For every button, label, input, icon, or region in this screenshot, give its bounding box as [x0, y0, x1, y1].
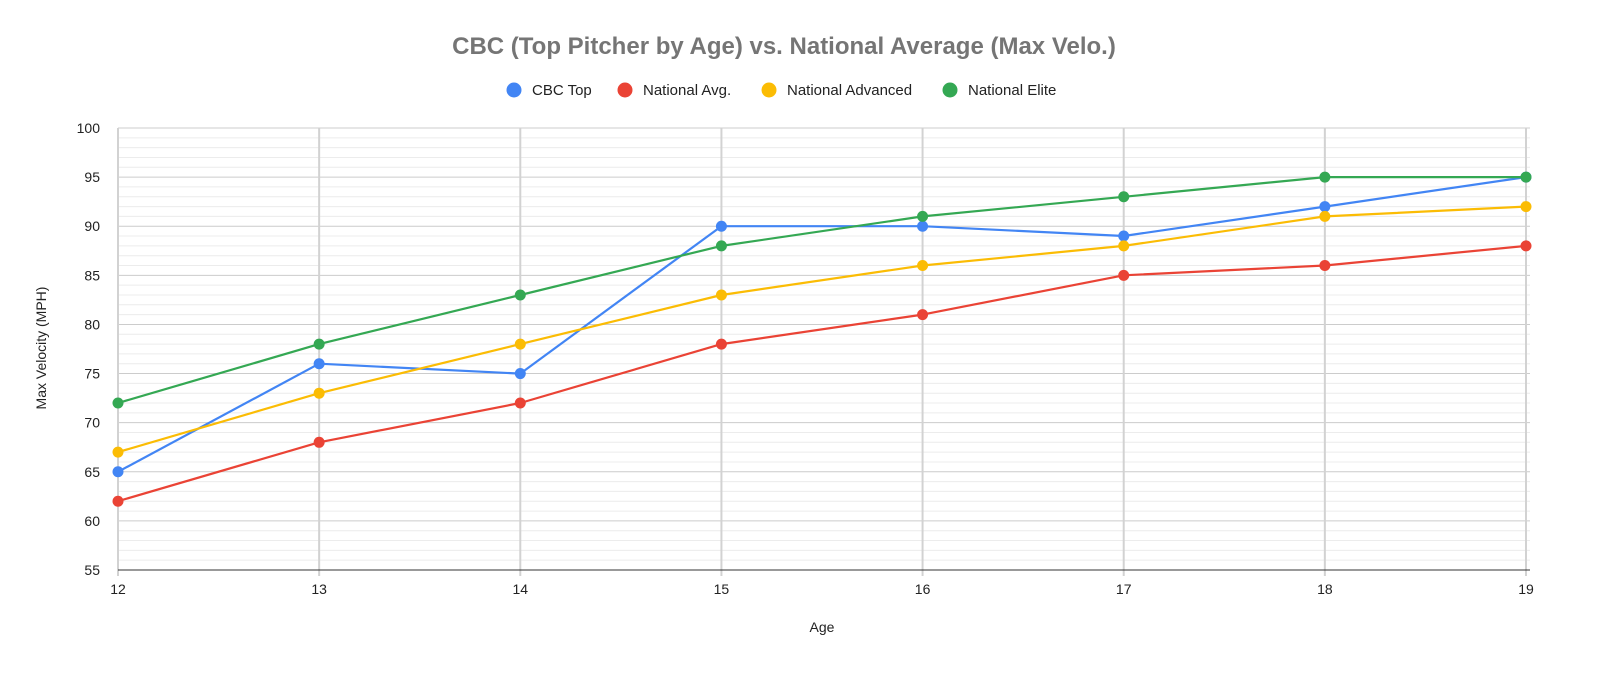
legend-marker	[617, 82, 633, 98]
y-tick-label: 80	[84, 316, 100, 332]
series-line-cbc-top	[117, 176, 1527, 473]
legend-label: CBC Top	[532, 82, 592, 99]
legend-label: National Avg.	[643, 82, 731, 99]
data-point-cbc-top	[1319, 201, 1331, 213]
series-line-national-advanced	[117, 205, 1527, 454]
data-point-national-elite	[313, 338, 325, 350]
major-gridlines	[118, 127, 1530, 522]
data-point-national-advanced	[1520, 201, 1532, 213]
data-point-national-avg	[1319, 260, 1331, 272]
legend-item-national-avg[interactable]: National Avg.	[617, 82, 732, 99]
data-point-national-avg	[715, 338, 727, 350]
data-point-cbc-top	[112, 466, 124, 478]
data-point-national-avg	[112, 495, 124, 507]
chart-title: CBC (Top Pitcher by Age) vs. National Av…	[452, 33, 1116, 60]
y-tick-label: 85	[84, 267, 100, 283]
data-point-cbc-top	[715, 220, 727, 232]
data-point-national-advanced	[313, 387, 325, 399]
data-point-national-avg	[514, 397, 526, 409]
data-point-national-advanced	[112, 446, 124, 458]
data-point-national-advanced	[1118, 240, 1130, 252]
y-axis-title: Max Velocity (MPH)	[33, 287, 49, 410]
x-tick-label: 15	[714, 581, 730, 597]
vertical-gridlines	[117, 128, 1527, 576]
x-axis-title: Age	[810, 619, 835, 635]
data-point-cbc-top	[313, 358, 325, 370]
minor-gridlines	[118, 137, 1530, 561]
x-tick-label: 18	[1317, 581, 1333, 597]
legend-item-national-elite[interactable]: National Elite	[942, 82, 1057, 99]
legend-marker	[761, 82, 777, 98]
data-point-national-elite	[715, 240, 727, 252]
legend-label: National Elite	[968, 82, 1056, 99]
legend-marker	[942, 82, 958, 98]
x-tick-label: 17	[1116, 581, 1132, 597]
data-point-national-elite	[112, 397, 124, 409]
data-point-cbc-top	[917, 220, 929, 232]
data-point-national-avg	[313, 436, 325, 448]
data-point-national-elite	[1520, 171, 1532, 183]
series-line-national-avg	[117, 244, 1527, 503]
y-tick-label: 75	[84, 366, 100, 382]
data-point-national-elite	[917, 210, 929, 222]
series-lines	[117, 176, 1527, 503]
legend-label: National Advanced	[787, 82, 912, 99]
y-tick-label: 70	[84, 415, 100, 431]
data-point-national-advanced	[514, 338, 526, 350]
x-tick-label: 14	[512, 581, 528, 597]
legend-item-cbc-top[interactable]: CBC Top	[506, 82, 592, 99]
x-tick-label: 19	[1518, 581, 1534, 597]
y-tick-label: 55	[84, 562, 100, 578]
y-tick-label: 60	[84, 513, 100, 529]
legend-marker	[506, 82, 522, 98]
data-point-cbc-top	[1118, 230, 1130, 242]
data-point-national-avg	[1520, 240, 1532, 252]
y-tick-label: 90	[84, 218, 100, 234]
data-point-national-avg	[1118, 269, 1130, 281]
data-point-cbc-top	[514, 368, 526, 380]
x-tick-label: 12	[110, 581, 126, 597]
data-point-national-advanced	[1319, 210, 1331, 222]
series-points	[112, 171, 1532, 507]
legend-item-national-advanced[interactable]: National Advanced	[761, 82, 913, 99]
data-point-national-elite	[1319, 171, 1331, 183]
data-point-national-elite	[1118, 191, 1130, 203]
legend: CBC Top National Avg. National Advanced Nat…	[506, 82, 1057, 99]
x-tick-label: 16	[915, 581, 931, 597]
y-tick-label: 100	[77, 120, 101, 136]
data-point-national-avg	[917, 309, 929, 321]
y-axis-ticks: 55 60 65 70 75 80 85 90 95 100	[77, 120, 101, 578]
y-tick-label: 95	[84, 169, 100, 185]
x-tick-label: 13	[311, 581, 327, 597]
x-axis-ticks: 12 13 14 15 16 17 18 19	[110, 581, 1534, 597]
data-point-national-elite	[514, 289, 526, 301]
data-point-national-advanced	[917, 260, 929, 272]
series-line-national-elite	[117, 176, 1526, 405]
data-point-national-advanced	[715, 289, 727, 301]
y-tick-label: 65	[84, 464, 100, 480]
